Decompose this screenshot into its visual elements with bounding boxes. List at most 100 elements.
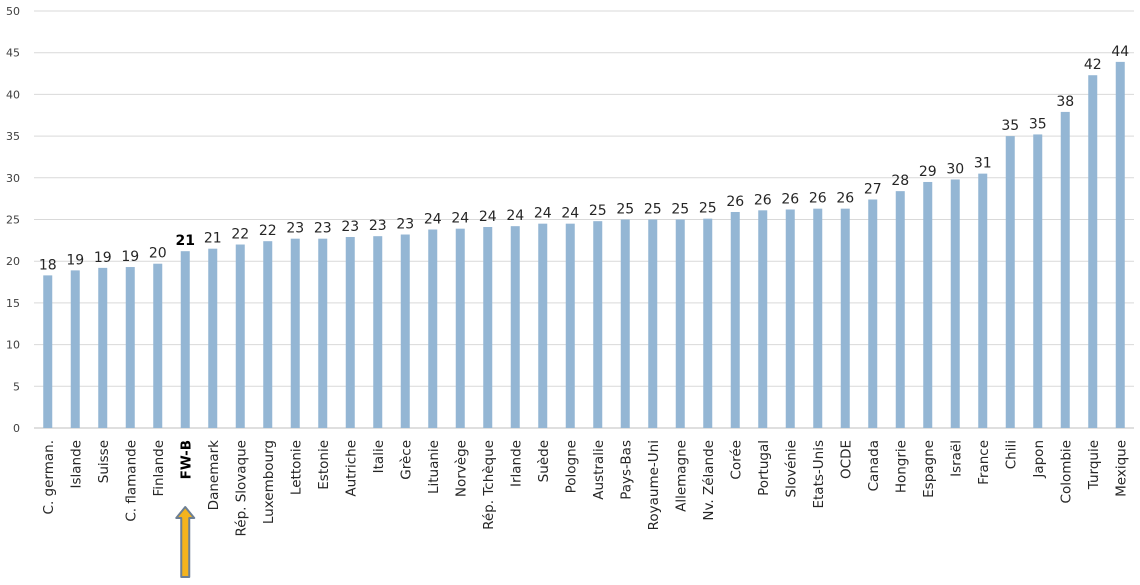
x-tick-label: Royaume-Uni xyxy=(646,440,662,530)
bar xyxy=(1088,75,1098,428)
y-axis-ticks: 0 5 10 15 20 25 30 35 40 45 50 xyxy=(6,5,20,435)
data-label: 26 xyxy=(836,191,854,207)
data-label: 23 xyxy=(286,221,304,237)
data-labels: 18 19 19 19 20 21 21 22 22 23 23 23 23 23 24 24 24 24 24 24… xyxy=(39,44,1129,274)
bar xyxy=(345,237,355,428)
x-tick-label: Allemagne xyxy=(673,440,689,512)
x-tick-label: FW-B xyxy=(178,440,194,479)
x-tick-label: OCDE xyxy=(838,440,854,479)
highlight-arrow-icon xyxy=(175,506,196,578)
bar xyxy=(455,228,465,428)
bar xyxy=(565,223,575,428)
x-tick-label: Colombie xyxy=(1058,440,1074,503)
x-tick-label: Islande xyxy=(68,440,84,488)
y-tick-label: 5 xyxy=(13,380,20,393)
x-tick-label: France xyxy=(976,440,992,485)
data-label: 22 xyxy=(259,223,277,239)
data-label: 24 xyxy=(451,211,469,227)
bar xyxy=(868,199,878,428)
data-label: 25 xyxy=(616,202,634,218)
x-tick-label: Espagne xyxy=(921,440,937,498)
data-label: 24 xyxy=(424,212,442,228)
data-label: 38 xyxy=(1056,94,1074,110)
x-tick-label: Pologne xyxy=(563,440,579,493)
y-tick-label: 45 xyxy=(6,47,20,60)
data-label: 24 xyxy=(506,208,524,224)
data-label: 24 xyxy=(479,209,497,225)
data-label: 35 xyxy=(1001,118,1019,134)
bar xyxy=(290,238,300,428)
data-label: 18 xyxy=(39,257,57,273)
x-tick-label: Italie xyxy=(371,440,387,473)
bar xyxy=(263,241,273,428)
data-label: 22 xyxy=(231,227,249,243)
bar xyxy=(483,227,493,428)
x-tick-label: Canada xyxy=(866,440,882,491)
bar xyxy=(675,219,685,428)
bar xyxy=(1060,111,1070,428)
data-label: 31 xyxy=(974,156,992,172)
data-label: 29 xyxy=(919,164,937,180)
x-tick-label: Israël xyxy=(948,440,964,477)
data-label: 19 xyxy=(94,250,112,266)
x-tick-label: Turquie xyxy=(1086,440,1102,490)
bar xyxy=(318,238,328,428)
data-label: 19 xyxy=(121,249,139,265)
x-tick-label: Hongrie xyxy=(893,440,909,493)
data-label: 19 xyxy=(66,252,84,268)
bar xyxy=(785,209,795,428)
bar xyxy=(510,226,520,428)
y-tick-label: 35 xyxy=(6,130,20,143)
bar xyxy=(208,248,218,428)
bar xyxy=(43,275,53,428)
data-label: 25 xyxy=(589,203,607,219)
x-tick-label: Rép. Slovaque xyxy=(233,440,249,537)
data-label: 23 xyxy=(341,219,359,235)
y-tick-label: 50 xyxy=(6,5,20,18)
x-tick-label: Irlande xyxy=(508,440,524,487)
x-tick-label: Suède xyxy=(536,440,552,482)
bar xyxy=(180,251,190,428)
bar xyxy=(895,191,905,428)
x-tick-label: Pays-Bas xyxy=(618,440,634,500)
x-tick-label: Portugal xyxy=(756,440,772,496)
data-label: 35 xyxy=(1029,116,1047,132)
bar xyxy=(125,267,135,428)
x-tick-label: Mexique xyxy=(1113,440,1129,497)
data-label: 44 xyxy=(1111,44,1129,60)
x-tick-label: Slovénie xyxy=(783,440,799,498)
data-label: 23 xyxy=(314,221,332,237)
bar xyxy=(923,181,933,428)
data-label: 23 xyxy=(396,217,414,233)
x-tick-label: Lettonie xyxy=(288,440,304,495)
x-tick-label: C. german. xyxy=(41,440,57,514)
x-tick-label: Grèce xyxy=(398,440,414,480)
bar xyxy=(1005,136,1015,428)
bar xyxy=(1115,61,1125,429)
x-tick-label: Nv. Zélande xyxy=(701,440,717,521)
data-label: 24 xyxy=(534,206,552,222)
bar xyxy=(538,223,548,428)
y-tick-label: 10 xyxy=(6,339,20,352)
x-tick-label: Lituanie xyxy=(426,440,442,494)
data-label: 26 xyxy=(781,191,799,207)
data-label: 25 xyxy=(671,202,689,218)
y-tick-label: 15 xyxy=(6,297,20,310)
data-label: 26 xyxy=(754,192,772,208)
up-arrow-icon xyxy=(175,506,196,578)
bar xyxy=(620,219,630,428)
x-axis-labels: C. german. Islande Suisse C. flamande Finlan… xyxy=(41,440,1130,537)
bar xyxy=(98,267,108,428)
x-tick-label: Etats-Unis xyxy=(811,440,827,509)
y-tick-label: 25 xyxy=(6,214,20,227)
y-tick-label: 40 xyxy=(6,88,20,101)
x-tick-label: Finlande xyxy=(151,440,167,497)
bar xyxy=(950,179,960,428)
x-tick-label: Corée xyxy=(728,440,744,480)
bar xyxy=(758,210,768,428)
data-label: 26 xyxy=(726,194,744,210)
bar xyxy=(235,244,245,428)
x-tick-label: Suisse xyxy=(96,440,112,483)
data-label: 28 xyxy=(891,173,909,189)
